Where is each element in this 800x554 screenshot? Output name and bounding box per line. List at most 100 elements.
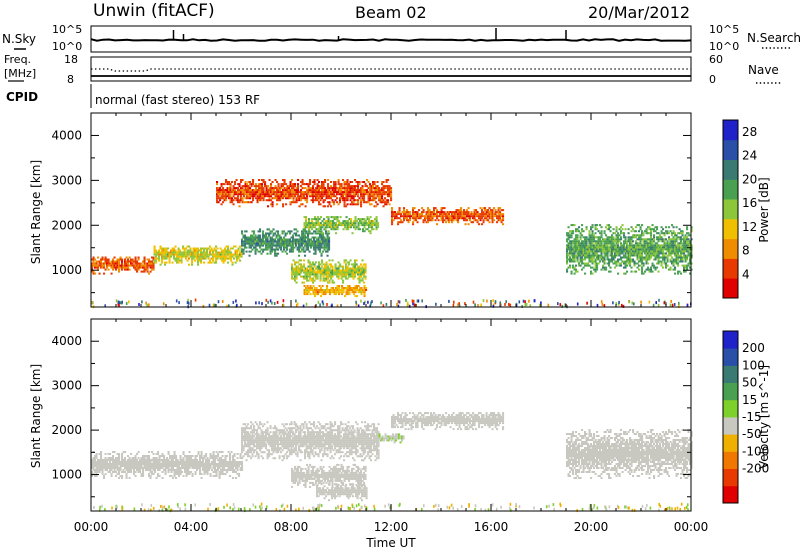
data-cell (657, 244, 660, 247)
data-cell (101, 262, 104, 265)
data-cell (321, 232, 324, 235)
data-cell (451, 215, 454, 218)
data-cell (597, 262, 600, 265)
data-cell (473, 209, 476, 212)
data-cell (252, 191, 255, 194)
data-cell (275, 230, 278, 233)
data-cell (686, 232, 689, 235)
data-cell (216, 257, 219, 260)
data-cell (638, 254, 641, 257)
data-cell (140, 457, 143, 459)
data-cell (354, 189, 357, 192)
data-cell (612, 254, 615, 257)
data-cell (140, 467, 143, 469)
data-cell (629, 244, 632, 247)
data-cell (254, 248, 257, 251)
data-cell (335, 287, 338, 289)
data-cell (200, 259, 203, 262)
data-cell (140, 264, 143, 267)
data-cell (241, 238, 244, 241)
data-cell (335, 224, 338, 227)
data-cell (276, 181, 279, 183)
data-cell (573, 258, 576, 261)
data-cell (364, 193, 367, 196)
data-cell (353, 287, 356, 289)
data-cell (440, 215, 443, 218)
data-cell (363, 199, 366, 202)
data-cell (496, 221, 499, 224)
data-cell (603, 240, 606, 243)
data-cell (413, 213, 416, 216)
data-cell (364, 191, 367, 194)
data-cell (218, 251, 221, 254)
data-cell (244, 185, 247, 188)
data-cell (570, 250, 573, 253)
data-cell (338, 285, 341, 287)
data-cell (345, 189, 348, 192)
data-cell (380, 301, 382, 305)
data-cell (263, 240, 266, 243)
data-cell (317, 246, 320, 249)
data-cell (431, 217, 434, 220)
data-cell (656, 248, 659, 251)
data-cell (313, 275, 316, 278)
data-cell (250, 195, 253, 198)
data-cell (308, 220, 311, 223)
data-cell (322, 183, 325, 186)
data-cell (352, 197, 355, 200)
data-cell (295, 228, 298, 231)
data-cell (94, 469, 97, 471)
data-cell (493, 213, 496, 216)
data-cell (369, 195, 372, 198)
data-cell (230, 251, 233, 254)
data-cell (652, 303, 655, 307)
data-cell (331, 189, 334, 192)
data-cell (647, 256, 650, 259)
data-cell (597, 236, 600, 239)
data-cell (372, 224, 375, 227)
data-cell (236, 251, 239, 254)
data-cell (349, 199, 352, 202)
data-cell (387, 185, 390, 188)
data-cell (284, 238, 287, 241)
data-cell (317, 216, 320, 219)
data-cell (210, 249, 213, 252)
data-cell (582, 262, 585, 265)
data-cell (325, 242, 328, 245)
nave-label: Nave (748, 63, 779, 77)
data-cell (313, 230, 316, 233)
data-cell (342, 228, 345, 231)
data-cell (645, 260, 648, 263)
data-cell (161, 251, 164, 254)
data-cell (151, 256, 154, 259)
data-cell (639, 236, 642, 239)
data-cell (316, 265, 319, 268)
data-cell (146, 258, 149, 261)
data-cell (689, 256, 692, 259)
data-cell (261, 179, 264, 181)
data-cell (232, 187, 235, 190)
data-cell (358, 191, 361, 194)
data-cell (314, 244, 317, 247)
data-cell (142, 455, 145, 457)
data-cell (345, 224, 348, 227)
data-cell (582, 248, 585, 251)
data-cell (686, 238, 689, 241)
data-cell (295, 269, 298, 272)
data-cell (351, 287, 354, 289)
data-cell (148, 463, 151, 465)
data-cell (116, 453, 119, 455)
data-cell (234, 251, 237, 254)
data-cell (340, 265, 343, 268)
data-cell (609, 270, 612, 273)
data-cell (372, 199, 375, 202)
data-cell (366, 189, 369, 192)
data-cell (97, 467, 100, 469)
data-cell (678, 242, 681, 245)
data-cell (130, 459, 133, 461)
data-cell (448, 211, 451, 214)
data-cell (136, 266, 139, 269)
data-cell (482, 299, 485, 303)
data-cell (241, 248, 244, 251)
data-cell (671, 260, 674, 263)
